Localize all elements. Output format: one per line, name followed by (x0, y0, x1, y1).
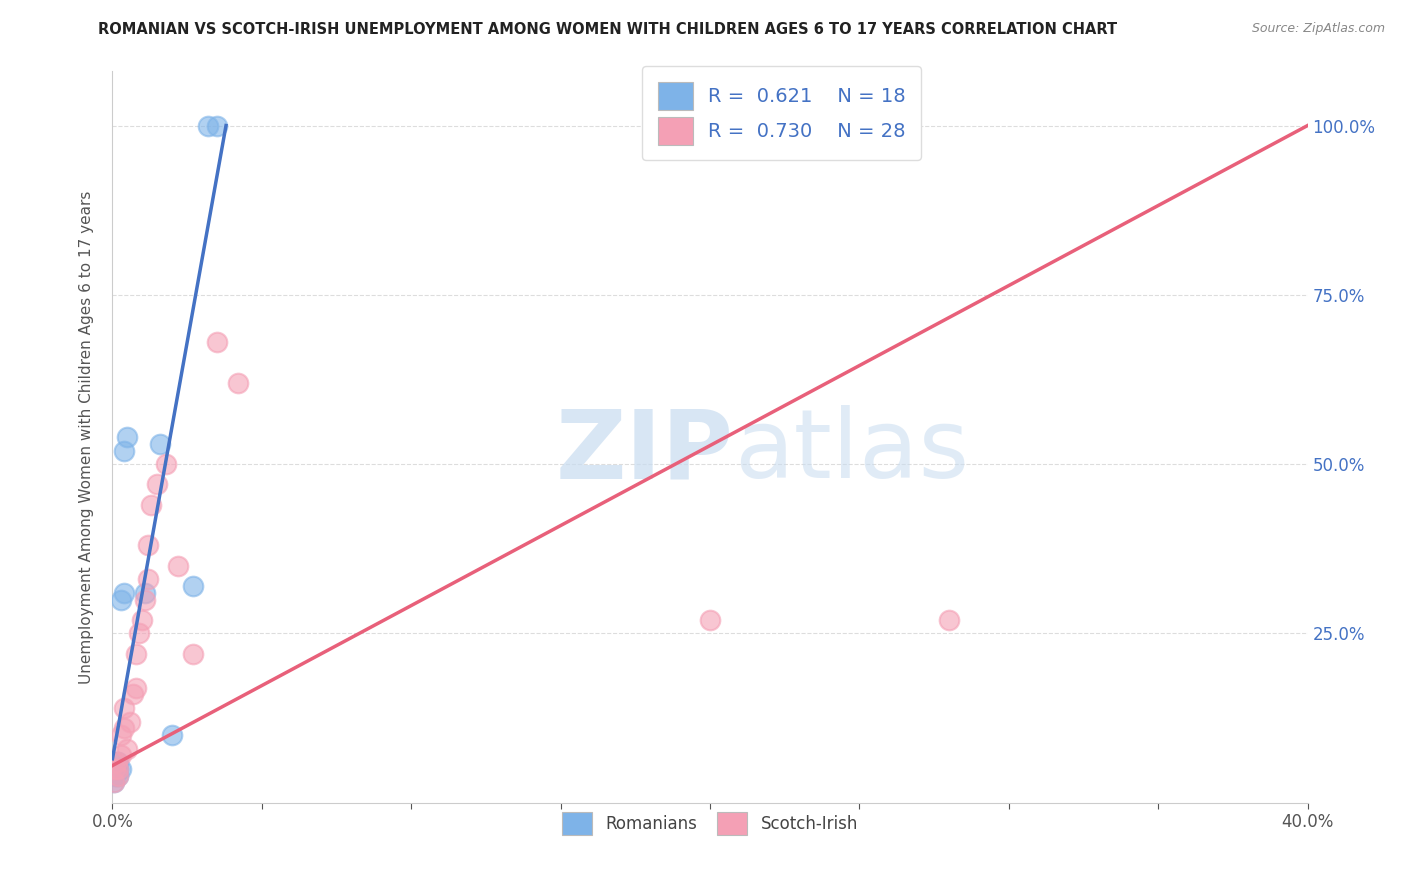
Point (138, 572, 160, 586)
Point (114, 586, 135, 600)
Point (128, 626, 150, 640)
Point (117, 430, 139, 444)
Point (103, 775, 125, 789)
Point (125, 647, 148, 661)
Point (107, 762, 129, 776)
Point (110, 748, 132, 763)
Point (114, 443, 135, 458)
Point (104, 769, 127, 783)
Text: Source: ZipAtlas.com: Source: ZipAtlas.com (1251, 22, 1385, 36)
Text: ROMANIAN VS SCOTCH-IRISH UNEMPLOYMENT AMONG WOMEN WITH CHILDREN AGES 6 TO 17 YEA: ROMANIAN VS SCOTCH-IRISH UNEMPLOYMENT AM… (98, 22, 1118, 37)
Point (938, 613, 960, 627)
Point (699, 613, 721, 627)
Point (181, 647, 204, 661)
Legend: Romanians, Scotch-Irish: Romanians, Scotch-Irish (555, 805, 865, 842)
Point (104, 762, 127, 776)
Point (107, 755, 129, 769)
Point (181, 579, 204, 593)
Point (131, 613, 153, 627)
Point (120, 714, 142, 729)
Point (117, 741, 139, 756)
Point (146, 477, 169, 491)
Point (138, 538, 160, 552)
Point (110, 728, 132, 742)
Point (197, 119, 219, 133)
Text: atlas: atlas (734, 405, 969, 499)
Point (107, 769, 129, 783)
Point (105, 755, 128, 769)
Point (205, 119, 228, 133)
Point (107, 769, 129, 783)
Point (205, 335, 228, 350)
Y-axis label: Unemployment Among Women with Children Ages 6 to 17 years: Unemployment Among Women with Children A… (79, 190, 94, 684)
Point (134, 592, 156, 607)
Point (103, 775, 125, 789)
Point (226, 376, 249, 390)
Point (134, 586, 156, 600)
Point (149, 437, 172, 451)
Point (167, 558, 190, 573)
Point (107, 762, 129, 776)
Point (114, 721, 135, 735)
Point (125, 681, 148, 695)
Point (122, 688, 145, 702)
Point (110, 592, 132, 607)
Point (114, 701, 135, 715)
Point (110, 762, 132, 776)
Point (141, 498, 163, 512)
Point (104, 762, 127, 776)
Text: ZIP: ZIP (555, 405, 734, 499)
Point (162, 728, 183, 742)
Point (155, 457, 177, 471)
Point (105, 755, 128, 769)
